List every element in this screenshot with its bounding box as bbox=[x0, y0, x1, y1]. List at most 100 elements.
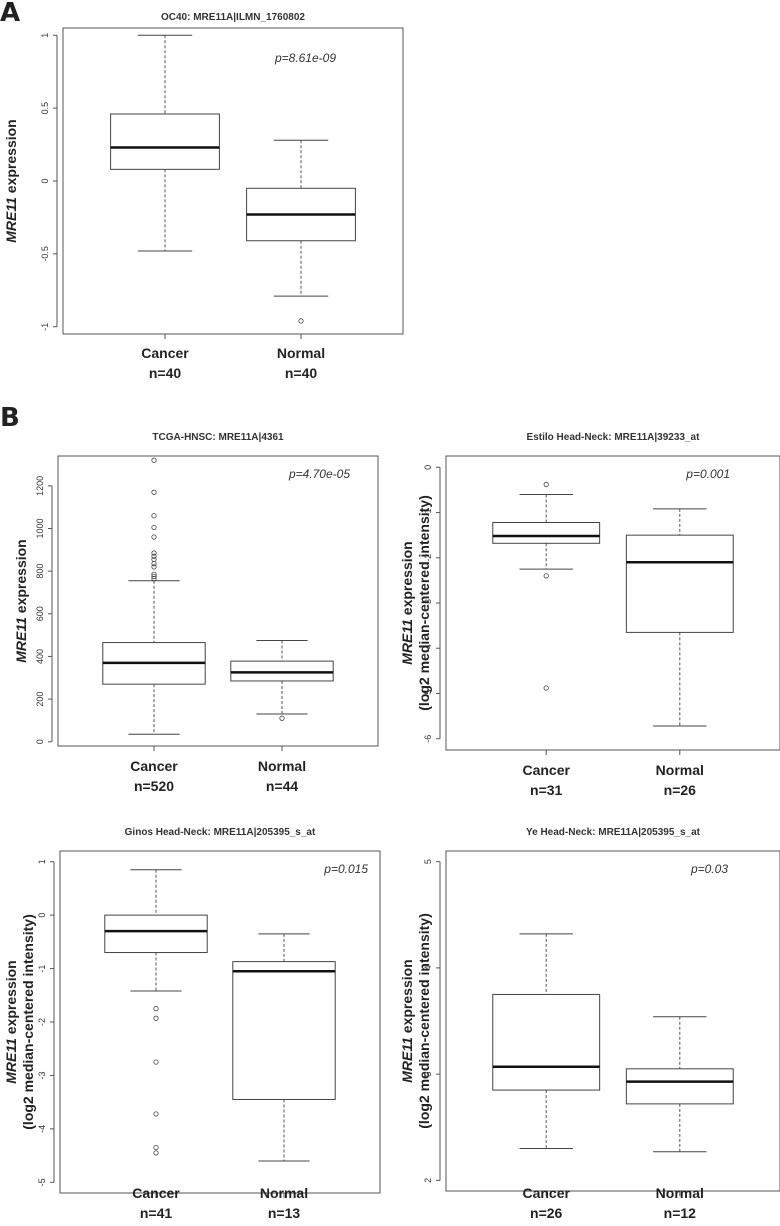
y-tick-label: -1 bbox=[423, 509, 433, 517]
y-axis-label-line2: (log2 median-centered intensity) bbox=[416, 913, 432, 1128]
y-axis-label: MRE11 expression bbox=[13, 539, 29, 662]
boxplot-ye: Ye Head-Neck: MRE11A|205395_s_at 2 3 4 5 MRE1… bbox=[390, 815, 780, 1221]
x-group-label: Normal bbox=[656, 1185, 704, 1201]
x-group-label: Normal bbox=[656, 762, 704, 778]
y-tick-label: 400 bbox=[35, 649, 45, 664]
outlier-point bbox=[151, 513, 157, 519]
y-tick-label: -3 bbox=[423, 599, 433, 607]
y-axis-label-rest: expression bbox=[3, 960, 19, 1038]
y-tick-label: -5 bbox=[37, 1178, 47, 1186]
p-value-label: p=8.61e-09 bbox=[274, 51, 336, 65]
y-tick-label: 4 bbox=[423, 965, 433, 970]
outlier-point bbox=[151, 550, 157, 556]
outlier-point bbox=[153, 1111, 159, 1117]
p-value-label: p=0.001 bbox=[685, 467, 730, 481]
y-tick-label: -2 bbox=[423, 554, 433, 562]
y-tick-label: -1 bbox=[40, 323, 50, 331]
outlier-point bbox=[153, 1015, 159, 1021]
outlier-point bbox=[151, 457, 157, 463]
y-tick-label: -0.5 bbox=[40, 246, 50, 262]
x-group-count: n=26 bbox=[664, 782, 697, 798]
y-tick-label: 1 bbox=[40, 33, 50, 38]
chart-title: Ye Head-Neck: MRE11A|205395_s_at bbox=[526, 827, 701, 838]
y-axis-label-gene: MRE11 bbox=[13, 617, 29, 663]
chart-svg: Ye Head-Neck: MRE11A|205395_s_at 2 3 4 5 MRE1… bbox=[399, 827, 780, 1221]
x-group-count: n=41 bbox=[140, 1205, 173, 1221]
outlier-point bbox=[151, 564, 157, 570]
chart-title: OC40: MRE11A|ILMN_1760802 bbox=[161, 12, 305, 23]
y-tick-label: -4 bbox=[423, 644, 433, 652]
x-group-count: n=40 bbox=[285, 365, 318, 381]
y-axis-label: MRE11 expression bbox=[3, 960, 19, 1083]
p-value-label: p=0.015 bbox=[323, 862, 368, 876]
box-iqr bbox=[232, 961, 336, 1100]
panel-label-b: B bbox=[0, 403, 20, 433]
y-tick-label: 1200 bbox=[35, 476, 45, 496]
x-group-label: Cancer bbox=[522, 1185, 570, 1201]
outlier-point bbox=[151, 573, 157, 580]
plot-frame bbox=[445, 455, 780, 751]
x-group-label: Cancer bbox=[141, 345, 189, 361]
chart-title: TCGA-HNSC: MRE11A|4361 bbox=[152, 432, 284, 443]
y-axis-label-rest: expression bbox=[399, 959, 415, 1037]
x-group-count: n=26 bbox=[530, 1205, 563, 1221]
y-axis-label-gene: MRE11 bbox=[3, 1038, 19, 1084]
y-axis-label-rest: expression bbox=[3, 119, 19, 197]
box-iqr bbox=[230, 660, 334, 682]
y-axis-label-gene: MRE11 bbox=[399, 619, 415, 665]
outlier-point bbox=[153, 1006, 159, 1012]
outlier-point bbox=[151, 553, 157, 559]
y-tick-label: -4 bbox=[37, 1125, 47, 1133]
box-iqr bbox=[492, 993, 601, 1091]
outlier-point bbox=[151, 571, 157, 577]
y-axis-label-gene: MRE11 bbox=[3, 197, 19, 243]
y-axis-label: MRE11 expression bbox=[3, 119, 19, 242]
boxplot-ginos: Ginos Head-Neck: MRE11A|205395_s_at -5 -4 -… bbox=[0, 815, 385, 1221]
x-group-label: Normal bbox=[260, 1185, 308, 1201]
outlier-point bbox=[279, 715, 285, 721]
chart-title: Ginos Head-Neck: MRE11A|205395_s_at bbox=[125, 827, 316, 838]
x-group-count: n=13 bbox=[268, 1205, 301, 1221]
outlier-point bbox=[151, 489, 157, 495]
y-tick-label: 1 bbox=[37, 859, 47, 864]
x-group-label: Cancer bbox=[132, 1185, 180, 1201]
chart-svg: TCGA-HNSC: MRE11A|4361 0 200 400 600 800 1000 1… bbox=[13, 432, 379, 794]
outlier-point bbox=[151, 561, 157, 567]
y-tick-label: -5 bbox=[423, 689, 433, 697]
panel-label-a: A bbox=[0, 0, 21, 28]
y-axis-label-line2: (log2 median-centered intensity) bbox=[416, 495, 432, 710]
plot-frame bbox=[62, 27, 404, 335]
p-value-label: p=4.70e-05 bbox=[288, 467, 350, 481]
x-group-count: n=44 bbox=[266, 778, 299, 794]
box-iqr bbox=[625, 534, 734, 633]
outlier-point bbox=[151, 556, 157, 563]
y-tick-label: 600 bbox=[35, 606, 45, 621]
p-value-label: p=0.03 bbox=[690, 862, 728, 876]
y-axis-label-rest: expression bbox=[399, 541, 415, 619]
y-axis-label-rest: expression bbox=[13, 539, 29, 617]
outlier-point bbox=[153, 1059, 159, 1065]
y-tick-label: 800 bbox=[35, 564, 45, 579]
plot-frame bbox=[59, 850, 381, 1194]
x-group-label: Normal bbox=[277, 345, 325, 361]
x-group-label: Cancer bbox=[130, 758, 178, 774]
outlier-point bbox=[543, 685, 549, 691]
outlier-point bbox=[298, 318, 304, 324]
y-tick-label: 200 bbox=[35, 692, 45, 707]
y-tick-label: -1 bbox=[37, 965, 47, 973]
x-group-label: Normal bbox=[258, 758, 306, 774]
y-tick-label: 0 bbox=[423, 465, 433, 470]
y-tick-label: 0 bbox=[40, 178, 50, 183]
chart-svg: Estilo Head-Neck: MRE11A|39233_at -6 -5 -4 -… bbox=[399, 432, 780, 798]
y-tick-label: 2 bbox=[423, 1178, 433, 1183]
outlier-point bbox=[543, 573, 549, 579]
x-group-count: n=12 bbox=[664, 1205, 697, 1221]
y-axis-label: MRE11 expression bbox=[399, 541, 415, 664]
x-group-count: n=520 bbox=[134, 778, 174, 794]
box-iqr bbox=[104, 914, 208, 954]
plot-frame bbox=[445, 850, 780, 1192]
y-tick-label: 0 bbox=[35, 739, 45, 744]
boxplot-tcga-hnsc: TCGA-HNSC: MRE11A|4361 0 200 400 600 800 1000 1… bbox=[0, 420, 385, 800]
outlier-point bbox=[153, 1144, 159, 1151]
box-iqr bbox=[110, 113, 220, 170]
